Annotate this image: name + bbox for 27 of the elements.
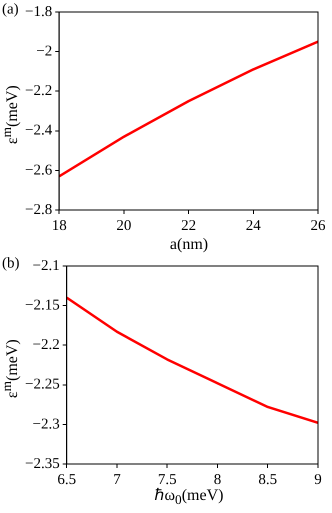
y-tick-label: −2.6	[24, 162, 53, 178]
y-tick-label: −2.25	[24, 376, 60, 393]
x-tick-label: 18	[52, 218, 67, 234]
y-tick-label: −1.8	[24, 4, 52, 20]
x-tick-label: 20	[116, 218, 132, 234]
y-tick-label: −2.2	[32, 337, 60, 354]
x-axis-title: a(nm)	[168, 236, 210, 254]
y-tick-label: −2.15	[24, 298, 60, 314]
text: (b)	[2, 255, 20, 272]
y-tick-label: −2.35	[24, 456, 60, 472]
x-tick-label: 9	[314, 472, 322, 488]
y-tick-label: −2.4	[24, 122, 53, 139]
x-tick-label: 8	[214, 472, 222, 488]
x-tick-label: 22	[181, 218, 196, 234]
x-tick-label: 8.5	[258, 472, 278, 488]
y-tick-label: −2	[36, 44, 52, 60]
text: (a)	[2, 1, 19, 18]
y-tick-label: −2.3	[32, 416, 60, 432]
y-tick-label: −2.1	[32, 258, 60, 274]
x-axis-title: ℏω$_{0}$(meV)	[154, 486, 224, 507]
x-tick-label: 6.5	[57, 472, 76, 488]
y-tick-label: −2.8	[24, 202, 52, 218]
y-tick-label: −2.2	[24, 83, 52, 100]
x-tick-label: 26	[310, 218, 326, 234]
x-tick-label: 7.5	[158, 472, 177, 488]
x-tick-label: 7	[113, 472, 122, 488]
x-tick-label: 24	[246, 218, 262, 234]
